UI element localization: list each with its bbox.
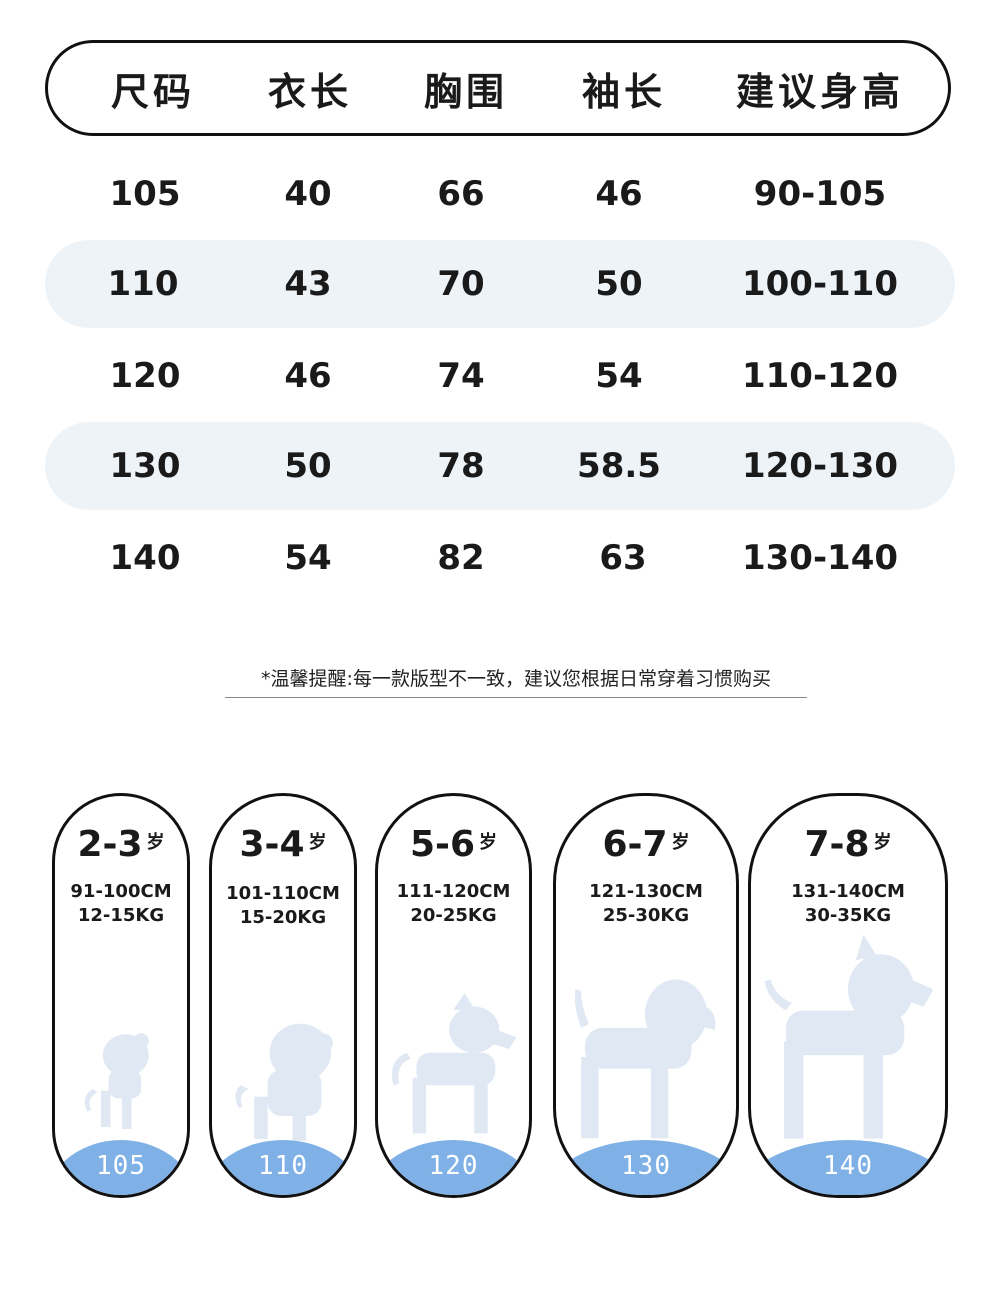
size-table-header: 尺码 衣长 胸围 袖长 建议身高: [45, 40, 951, 136]
size-capsule-140: 7-8 岁 131-140CM 30-35KG 140: [748, 793, 948, 1198]
age-unit: 岁: [479, 832, 498, 853]
table-row: 110 43 70 50 100-110: [45, 240, 955, 328]
weight-range: 25-30KG: [602, 905, 690, 926]
height-range: 91-100CM: [70, 881, 172, 902]
cell-height: 90-105: [753, 174, 887, 214]
age-unit: 岁: [146, 832, 165, 853]
cell-size: 110: [107, 264, 179, 304]
note-divider: [225, 697, 807, 698]
cell-sleeve: 54: [595, 356, 643, 396]
size-badge: 130: [621, 1151, 671, 1181]
cell-length: 46: [284, 356, 332, 396]
height-range: 121-130CM: [589, 881, 703, 902]
cell-chest: 78: [437, 446, 485, 486]
cell-height: 120-130: [741, 446, 899, 486]
age-range: 5-6 岁: [378, 824, 529, 865]
weight-range: 12-15KG: [77, 905, 165, 926]
height-range: 111-120CM: [396, 881, 511, 902]
age-unit: 岁: [308, 832, 327, 853]
cell-length: 40: [284, 174, 332, 214]
age-number: 2-3: [77, 824, 143, 865]
header-chest: 胸围: [423, 69, 509, 114]
size-badge: 120: [428, 1151, 479, 1181]
cell-height: 100-110: [741, 264, 899, 304]
age-range: 3-4 岁: [212, 824, 354, 865]
age-unit: 岁: [873, 832, 892, 853]
cell-sleeve: 58.5: [577, 446, 661, 486]
size-note: *温馨提醒:每一款版型不一致，建议您根据日常穿着习惯购买: [261, 668, 771, 690]
dog-silhouette-icon: [764, 934, 934, 1139]
cell-size: 130: [109, 446, 181, 486]
table-row: 105 40 66 46 90-105: [45, 150, 955, 238]
dog-silhouette-icon: [84, 1033, 149, 1129]
table-row: 130 50 78 58.5 120-130: [45, 422, 955, 510]
cell-chest: 70: [437, 264, 485, 304]
cell-chest: 66: [437, 174, 485, 214]
cell-height: 130-140: [741, 538, 899, 578]
age-range: 2-3 岁: [55, 824, 187, 865]
dog-silhouette-icon: [392, 993, 517, 1134]
weight-range: 15-20KG: [239, 907, 327, 928]
dog-silhouette-icon: [574, 979, 716, 1139]
weight-range: 30-35KG: [804, 905, 892, 926]
age-number: 3-4: [239, 824, 305, 865]
cell-sleeve: 46: [595, 174, 643, 214]
cell-size: 140: [109, 538, 181, 578]
height-range: 101-110CM: [226, 883, 340, 904]
size-capsule-120: 5-6 岁 111-120CM 20-25KG 120: [375, 793, 532, 1198]
table-row: 120 46 74 54 110-120: [45, 332, 955, 420]
size-badge: 140: [823, 1151, 873, 1181]
cell-size: 120: [109, 356, 181, 396]
age-number: 6-7: [602, 824, 668, 865]
size-capsule-105: 2-3 岁 91-100CM 12-15KG 105: [52, 793, 190, 1198]
size-badge: 110: [258, 1151, 308, 1181]
height-range: 131-140CM: [791, 881, 905, 902]
age-range: 7-8 岁: [751, 824, 945, 865]
age-number: 5-6: [409, 824, 476, 865]
dog-silhouette-icon: [235, 1023, 333, 1141]
size-capsule-110: 3-4 岁 101-110CM 15-20KG 110: [209, 793, 357, 1198]
header-length: 衣长: [267, 69, 353, 114]
size-capsule-130: 6-7 岁 121-130CM 25-30KG 130: [553, 793, 739, 1198]
cell-height: 110-120: [741, 356, 899, 396]
age-unit: 岁: [671, 832, 690, 853]
header-size: 尺码: [110, 69, 196, 114]
age-range: 6-7 岁: [556, 824, 736, 865]
cell-length: 43: [284, 264, 332, 304]
weight-range: 20-25KG: [410, 905, 497, 926]
cell-sleeve: 50: [595, 264, 643, 304]
cell-size: 105: [109, 174, 181, 214]
table-row: 140 54 82 63 130-140: [45, 514, 955, 602]
size-badge: 105: [96, 1151, 146, 1181]
header-sleeve: 袖长: [581, 69, 667, 114]
cell-length: 50: [284, 446, 332, 486]
cell-length: 54: [284, 538, 332, 578]
cell-chest: 82: [437, 538, 485, 578]
header-height: 建议身高: [735, 69, 905, 114]
cell-chest: 74: [437, 356, 485, 396]
age-number: 7-8: [804, 824, 870, 865]
cell-sleeve: 63: [599, 538, 647, 578]
